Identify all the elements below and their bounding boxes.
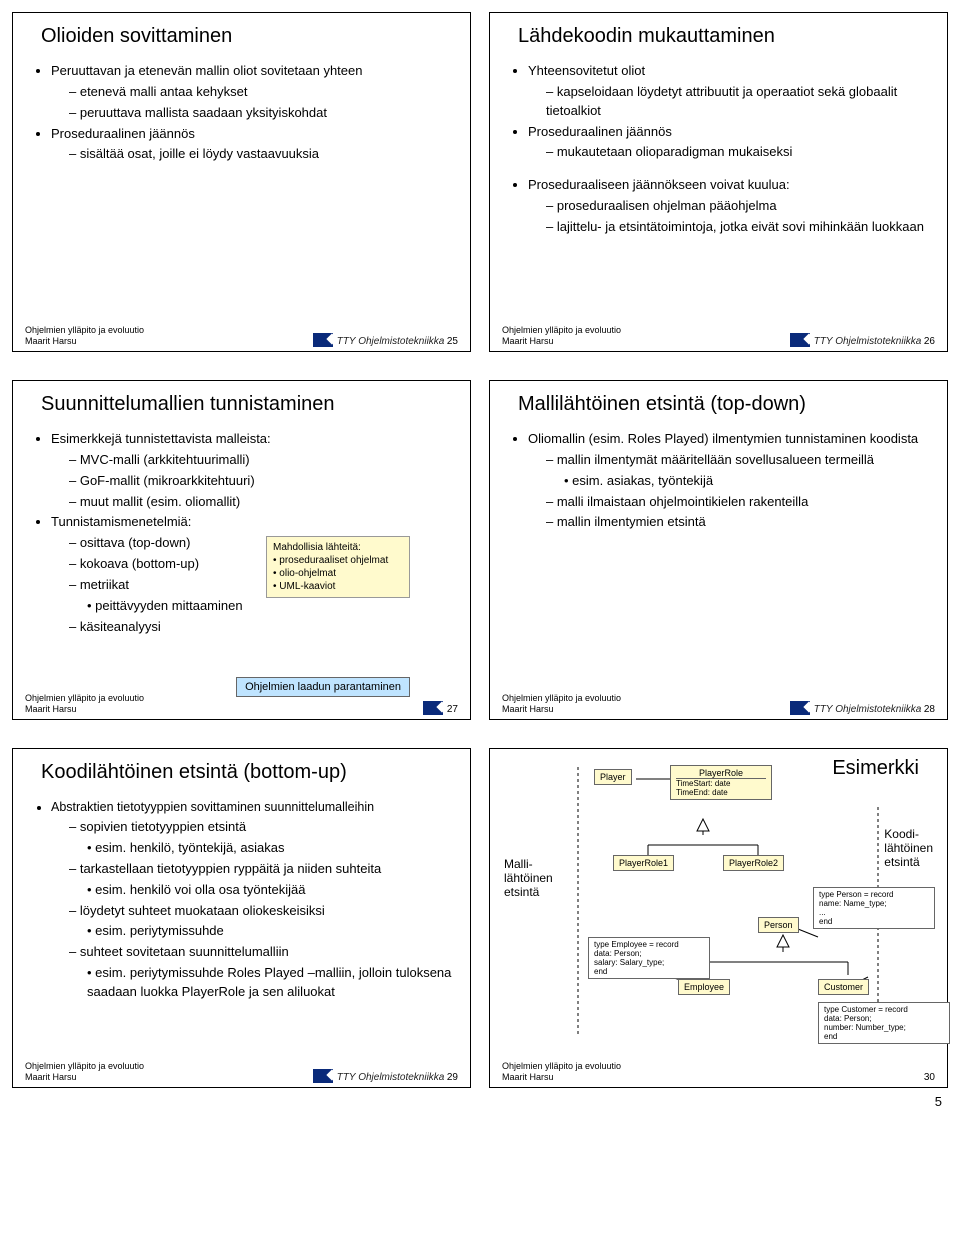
bullet-list: Abstraktien tietotyyppien sovittaminen s… bbox=[37, 798, 452, 1002]
node-customer: Customer bbox=[818, 979, 869, 995]
callout-box-sources: Mahdollisia lähteitä: • proseduraaliset … bbox=[266, 536, 410, 598]
slide-27: Suunnittelumallien tunnistaminen Esimerk… bbox=[12, 380, 471, 720]
code-customer: type Customer = record data: Person; num… bbox=[818, 1002, 950, 1044]
logo-icon bbox=[790, 701, 810, 715]
slide-26: Lähdekoodin mukauttaminen Yhteensovitetu… bbox=[489, 12, 948, 352]
slide-footer: Ohjelmien ylläpito ja evoluutioMaarit Ha… bbox=[502, 693, 935, 715]
sub-bullet: peruuttava mallista saadaan yksityiskohd… bbox=[69, 104, 452, 123]
slide-grid: Olioiden sovittaminen Peruuttavan ja ete… bbox=[0, 0, 960, 1100]
label-model-search: Malli- lähtöinen etsintä bbox=[504, 857, 553, 899]
slide-title: Koodilähtöinen etsintä (bottom-up) bbox=[41, 761, 452, 784]
slide-28: Mallilähtöinen etsintä (top-down) Olioma… bbox=[489, 380, 948, 720]
node-employee: Employee bbox=[678, 979, 730, 995]
slide-footer: Ohjelmien ylläpito ja evoluutioMaarit Ha… bbox=[25, 325, 458, 347]
code-person: type Person = record name: Name_type; ..… bbox=[813, 887, 935, 929]
slide-29: Koodilähtöinen etsintä (bottom-up) Abstr… bbox=[12, 748, 471, 1088]
page-number: 5 bbox=[935, 1094, 942, 1109]
uml-diagram: Esimerkki bbox=[508, 757, 929, 1047]
code-employee: type Employee = record data: Person; sal… bbox=[588, 937, 710, 979]
slide-title: Esimerkki bbox=[832, 757, 919, 780]
label-code-search: Koodi- lähtöinen etsintä bbox=[884, 827, 933, 869]
node-playerrole2: PlayerRole2 bbox=[723, 855, 784, 871]
bullet-list: Oliomallin (esim. Roles Played) ilmentym… bbox=[514, 430, 929, 532]
slide-title: Suunnittelumallien tunnistaminen bbox=[41, 393, 452, 416]
slide-title: Mallilähtöinen etsintä (top-down) bbox=[518, 393, 929, 416]
bullet: Peruuttavan ja etenevän mallin oliot sov… bbox=[51, 62, 452, 123]
slide-footer: Ohjelmien ylläpito ja evoluutioMaarit Ha… bbox=[502, 325, 935, 347]
bullet: Proseduraalinen jäännös sisältää osat, j… bbox=[51, 125, 452, 165]
slide-footer: Ohjelmien ylläpito ja evoluutioMaarit Ha… bbox=[502, 1061, 935, 1083]
slide-30: Esimerkki bbox=[489, 748, 948, 1088]
node-playerrole1: PlayerRole1 bbox=[613, 855, 674, 871]
bullet-list: Yhteensovitetut oliot kapseloidaan löyde… bbox=[514, 62, 929, 162]
slide-title: Olioiden sovittaminen bbox=[41, 25, 452, 48]
sub-bullet: sisältää osat, joille ei löydy vastaavuu… bbox=[69, 145, 452, 164]
slide-title: Lähdekoodin mukauttaminen bbox=[518, 25, 929, 48]
node-player: Player bbox=[594, 769, 632, 785]
logo-icon bbox=[313, 333, 333, 347]
slide-25: Olioiden sovittaminen Peruuttavan ja ete… bbox=[12, 12, 471, 352]
logo-icon bbox=[423, 701, 443, 715]
slide-footer: Ohjelmien ylläpito ja evoluutioMaarit Ha… bbox=[25, 1061, 458, 1083]
slide-footer: Ohjelmien ylläpito ja evoluutioMaarit Ha… bbox=[25, 693, 458, 715]
node-person: Person bbox=[758, 917, 799, 933]
bullet-list: Peruuttavan ja etenevän mallin oliot sov… bbox=[37, 62, 452, 164]
sub-bullet: etenevä malli antaa kehykset bbox=[69, 83, 452, 102]
node-playerrole: PlayerRole TimeStart: date TimeEnd: date bbox=[670, 765, 772, 800]
logo-icon bbox=[313, 1069, 333, 1083]
logo-icon bbox=[790, 333, 810, 347]
bullet-list: Esimerkkejä tunnistettavista malleista: … bbox=[37, 430, 452, 636]
